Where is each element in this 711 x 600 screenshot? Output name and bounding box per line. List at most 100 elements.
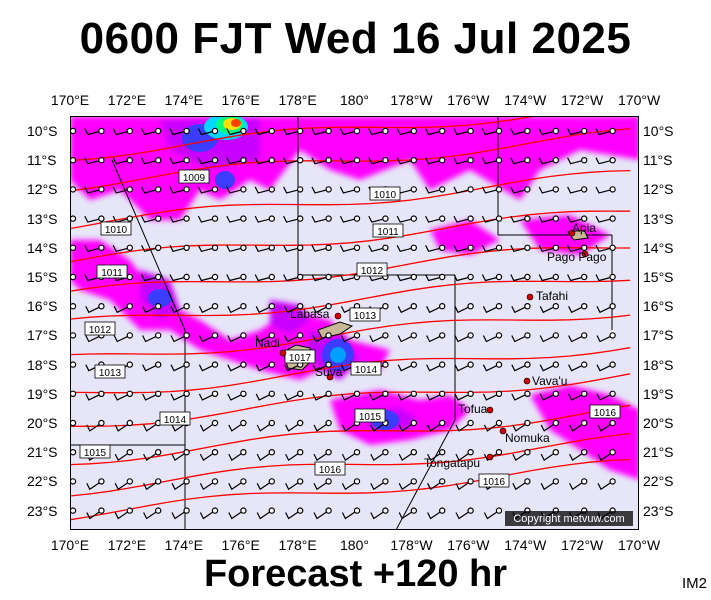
wind-barb <box>453 215 474 223</box>
isobar-label: 1010 <box>100 221 132 236</box>
wind-barb <box>170 390 190 401</box>
wind-barb <box>596 303 616 314</box>
place-marker: Apia <box>568 221 596 237</box>
wind-barb <box>481 273 503 282</box>
wind-barb <box>340 390 361 401</box>
wind-barb <box>510 186 531 194</box>
wind-barb <box>339 156 361 165</box>
wind-barb <box>511 361 531 372</box>
wind-barb <box>199 449 219 461</box>
wind-barb <box>425 127 446 136</box>
wind-barb <box>228 419 247 432</box>
wind-barb <box>540 478 560 491</box>
wind-barb <box>538 215 560 223</box>
wind-barb <box>283 215 304 223</box>
wind-barb <box>171 449 190 461</box>
isobar-label: 1011 <box>372 223 404 238</box>
wind-barb <box>370 507 389 520</box>
wind-barb <box>481 156 503 165</box>
wind-barb <box>141 186 162 194</box>
lat-label-right: 21°S <box>643 444 674 461</box>
wind-barb <box>312 390 332 401</box>
lat-label-right: 22°S <box>643 473 674 490</box>
wind-barb <box>595 215 616 223</box>
wind-barb <box>481 244 503 253</box>
place-marker: Tafahi <box>526 289 568 303</box>
wind-barb <box>427 419 446 432</box>
wind-barb <box>311 273 332 282</box>
place-name: Suva <box>315 365 343 379</box>
wind-barb <box>482 303 503 314</box>
svg-text:1014: 1014 <box>355 365 378 376</box>
lon-label-top: 176°W <box>447 92 490 108</box>
wind-barb <box>142 332 162 343</box>
wind-barb <box>567 127 588 136</box>
wind-barb <box>539 303 560 314</box>
wind-barb <box>226 273 247 282</box>
wind-barb <box>425 186 446 194</box>
isobar-line <box>70 347 631 394</box>
wind-barb <box>567 215 588 223</box>
wind-barb <box>169 273 190 282</box>
wind-barb <box>426 332 446 343</box>
wind-barb <box>113 390 134 401</box>
wind-barb <box>197 244 219 253</box>
wind-barb <box>396 273 417 282</box>
lat-label-right: 20°S <box>643 415 674 431</box>
lon-label-bottom: 174°W <box>504 537 547 553</box>
svg-text:1014: 1014 <box>164 415 187 426</box>
wind-barb <box>255 390 275 401</box>
isobar-line <box>70 247 630 292</box>
isobar-label: 1016 <box>314 461 346 476</box>
wind-barb <box>539 332 560 343</box>
place-name: Apia <box>572 221 596 235</box>
wind-barb <box>481 215 503 223</box>
wind-barb <box>169 127 190 136</box>
place-name: Tofua <box>458 402 488 416</box>
wind-barb <box>254 244 275 253</box>
wind-barb <box>596 390 616 401</box>
wind-barb <box>567 244 588 253</box>
wind-barb <box>226 244 247 253</box>
wind-barb <box>198 332 219 343</box>
isobar-line <box>70 458 631 521</box>
wind-barb <box>538 186 560 194</box>
wind-barb <box>169 244 190 253</box>
wind-barb <box>510 244 531 253</box>
wind-barb <box>143 449 162 461</box>
wind-barb <box>339 186 361 194</box>
wind-barb <box>312 332 332 343</box>
isobar-label: 1012 <box>356 262 388 277</box>
wind-barb <box>169 186 190 194</box>
wind-barb <box>396 244 417 253</box>
wind-barb <box>254 127 275 136</box>
wind-barb <box>141 273 162 282</box>
wind-barb <box>340 332 361 343</box>
lon-label-top: 180° <box>340 92 369 108</box>
wind-barb <box>567 186 588 194</box>
copyright-box <box>505 511 633 526</box>
wind-barb <box>199 478 219 491</box>
wind-barb <box>256 478 275 491</box>
lat-label-left: 20°S <box>27 415 58 431</box>
wind-barb <box>397 390 417 401</box>
wind-barb <box>228 449 247 461</box>
wind-barb <box>538 127 560 136</box>
copyright-text: Copyright metvuw.com <box>513 513 624 525</box>
wind-barb <box>141 244 162 253</box>
isobar-line <box>70 116 539 162</box>
wind-barb <box>228 507 247 520</box>
wind-barb <box>538 156 560 165</box>
wind-barb <box>455 449 474 461</box>
lon-label-top: 174°E <box>164 92 203 108</box>
isobar-line <box>70 314 631 356</box>
wind-barb <box>70 273 77 281</box>
place-name: Pago Pago <box>547 250 607 264</box>
place-markers: Apia Pago Pago Tafahi Labasa Nadi Suva Vava'u T… <box>255 221 607 470</box>
isobars <box>70 116 631 521</box>
wind-barb <box>284 303 304 314</box>
isobar-labels: 1009 1010 1010 1011 1011 1012 1012 1013 1013 1014… <box>79 169 621 488</box>
wind-barb <box>512 449 531 461</box>
svg-text:1015: 1015 <box>84 448 107 459</box>
lat-label-left: 23°S <box>27 502 58 519</box>
